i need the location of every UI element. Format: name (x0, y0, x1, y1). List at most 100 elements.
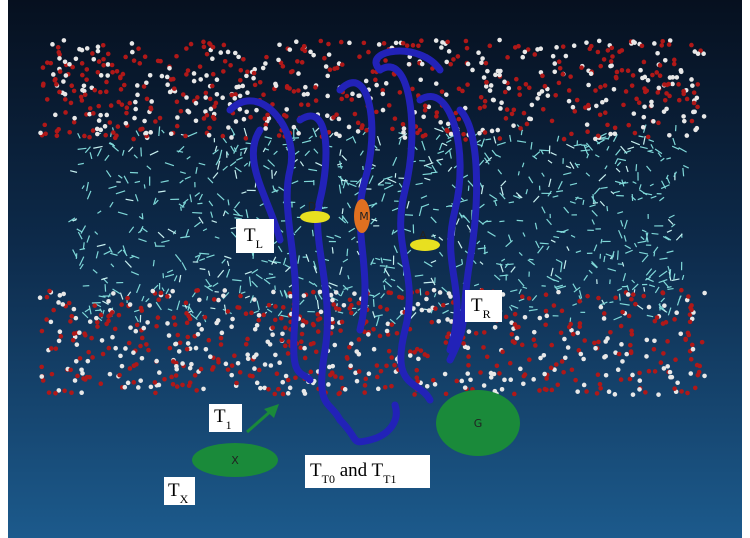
atom (62, 389, 67, 394)
atom (106, 299, 111, 304)
atom (103, 124, 108, 129)
atom (515, 336, 520, 341)
atom (299, 102, 304, 107)
atom (575, 98, 580, 103)
atom (341, 180, 348, 181)
atom (662, 303, 667, 308)
atom (114, 133, 119, 138)
atom (424, 282, 434, 283)
atom (619, 324, 624, 329)
atom (517, 86, 522, 91)
atom (318, 39, 323, 44)
atom (153, 119, 158, 124)
atom (162, 377, 167, 382)
atom (196, 332, 201, 337)
atom (530, 103, 535, 108)
atom (265, 339, 270, 344)
atom (459, 379, 464, 384)
atom (415, 347, 420, 352)
atom (603, 110, 608, 115)
atom (41, 65, 46, 70)
atom (617, 352, 622, 357)
atom (538, 356, 543, 361)
atom (493, 325, 498, 330)
atom (110, 63, 115, 68)
atom (596, 296, 601, 301)
atom (328, 373, 333, 378)
atom (99, 313, 104, 318)
atom (686, 331, 691, 336)
atom (173, 342, 178, 347)
atom (72, 116, 77, 121)
atom (686, 294, 691, 299)
atom (356, 93, 361, 98)
atom (44, 317, 49, 322)
atom (158, 116, 163, 121)
atom (444, 340, 449, 345)
atom (223, 59, 228, 64)
atom (41, 82, 46, 87)
atom (371, 69, 376, 74)
atom (561, 44, 566, 49)
atom (596, 50, 601, 55)
atom (520, 294, 525, 299)
atom (559, 330, 564, 335)
atom (561, 370, 566, 375)
atom (211, 72, 216, 77)
atom (261, 313, 266, 318)
atom (73, 378, 78, 383)
atom (275, 371, 280, 376)
atom (691, 347, 696, 352)
atom (695, 105, 700, 110)
atom (318, 290, 323, 295)
atom (599, 305, 604, 310)
atom (451, 57, 456, 62)
atom (434, 38, 439, 43)
atom (613, 295, 618, 300)
atom (414, 368, 419, 373)
atom (672, 317, 677, 322)
atom (564, 54, 569, 59)
atom (364, 128, 369, 133)
metal-label: M (359, 210, 369, 223)
atom (144, 184, 145, 188)
atom (423, 104, 428, 109)
atom (561, 72, 566, 77)
atom (664, 320, 669, 325)
atom (336, 392, 341, 397)
atom (215, 92, 220, 97)
atom (423, 133, 428, 138)
atom (553, 93, 558, 98)
atom (518, 171, 519, 175)
atom (696, 51, 701, 56)
atom (265, 113, 270, 118)
atom (221, 69, 226, 74)
atom (434, 81, 439, 86)
atom (607, 389, 612, 394)
atom (252, 366, 257, 371)
atom (383, 385, 388, 390)
atom (254, 108, 259, 113)
atom (82, 331, 87, 336)
atom (232, 353, 237, 358)
atom (134, 362, 139, 367)
atom (407, 62, 412, 67)
atom (302, 293, 307, 298)
atom (430, 320, 435, 325)
atom (316, 329, 321, 334)
atom (124, 121, 129, 126)
atom (355, 379, 360, 384)
atom (71, 338, 76, 343)
atom (464, 39, 469, 44)
atom (350, 92, 355, 97)
atom (94, 316, 99, 321)
atom (339, 40, 344, 45)
atom (589, 71, 594, 76)
acceptor-label: A (419, 229, 427, 242)
atom (638, 68, 643, 73)
atom (253, 83, 258, 88)
atom (246, 356, 251, 361)
atom (303, 85, 308, 90)
atom (68, 319, 73, 324)
atom (431, 378, 436, 383)
